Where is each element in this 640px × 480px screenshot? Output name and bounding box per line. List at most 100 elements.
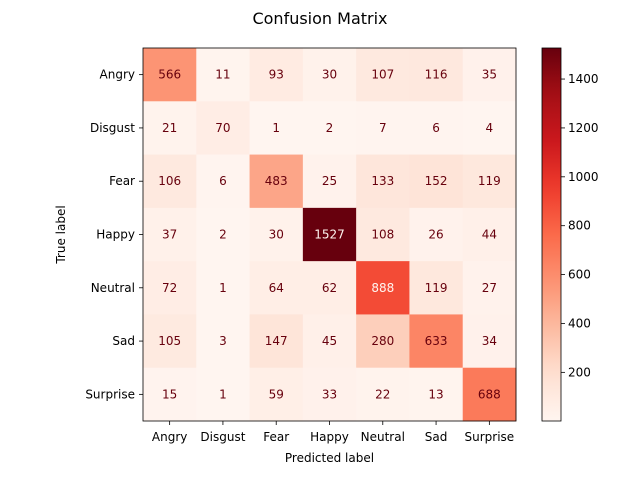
heatmap-cell [143,154,197,209]
heatmap-cell [249,154,304,209]
cell-value-label: 1 [219,281,227,295]
heatmap-cell [302,48,357,102]
y-axis-label: True label [54,205,68,264]
cell-value-label: 3 [219,334,227,348]
cell-value-label: 7 [379,121,387,135]
cell-value-label: 64 [269,281,284,295]
heatmap-cell [196,207,250,262]
colorbar-tick-label: 1000 [568,170,599,184]
colorbar-tick-label: 400 [568,316,591,330]
cell-value-label: 888 [371,281,394,295]
cell-value-label: 30 [269,228,284,242]
cell-value-label: 45 [322,334,337,348]
heatmap-cell [143,101,197,155]
cell-value-label: 27 [482,281,497,295]
heatmap-cell [302,314,357,369]
x-tick-label: Happy [310,430,349,444]
heatmap-cell [143,48,197,102]
heatmap-cell [302,154,357,209]
heatmap-cell [302,101,357,155]
cell-value-label: 147 [265,334,288,348]
cell-value-label: 119 [478,174,501,188]
colorbar-ticks: 200 400 600 800 1000 1200 1400 [561,72,599,379]
heatmap-cell [462,207,517,262]
cell-value-label: 1 [272,121,280,135]
heatmap-cell [302,207,357,262]
cell-value-label: 4 [486,121,494,135]
heatmap-cell [356,314,410,369]
heatmap-cell [409,48,464,102]
y-axis-ticks: Angry Disgust Fear Happy Neutral Sad Surprise [85,68,143,401]
heatmap-cell [302,261,357,315]
colorbar-tick-label: 1400 [568,72,599,86]
heatmap-cell [249,48,304,102]
y-tick-label: Fear [109,174,135,188]
cell-value-label: 2 [219,228,227,242]
cell-value-label: 93 [269,68,284,82]
cell-value-label: 35 [482,68,497,82]
cell-value-label: 688 [478,387,501,401]
heatmap-cell [356,207,410,262]
heatmap-cell [462,314,517,369]
colorbar-tick-label: 800 [568,219,591,233]
cell-value-label: 1 [219,387,227,401]
heatmap-cell [249,367,304,422]
heatmap-cell [409,154,464,209]
colorbar [541,47,562,422]
cell-value-label: 633 [425,334,448,348]
heatmap-cell [356,367,410,422]
heatmap-cell [302,367,357,422]
cell-value-label: 566 [158,68,181,82]
heatmap-cell [143,207,197,262]
y-tick-label: Surprise [85,387,135,401]
heatmap-cell [462,101,517,155]
cell-value-label: 13 [428,387,443,401]
heatmap-cell [143,261,197,315]
heatmap-cell [249,314,304,369]
colorbar-tick-label: 1200 [568,121,599,135]
y-tick-label: Neutral [91,281,135,295]
plot-frame [142,47,517,422]
heatmap-cell [356,261,410,315]
cell-value-label: 34 [482,334,497,348]
cell-value-label: 280 [371,334,394,348]
heatmap-cell [143,314,197,369]
cell-value-label: 6 [432,121,440,135]
y-tick-label: Happy [96,228,135,242]
cell-value-label: 6 [219,174,227,188]
cell-value-label: 15 [162,387,177,401]
heatmap-cell [409,207,464,262]
heatmap-cell [462,367,517,422]
cell-value-label: 72 [162,281,177,295]
heatmap-cell [356,101,410,155]
heatmap-cell [196,154,250,209]
cell-value-label: 116 [425,68,448,82]
cell-value-label: 22 [375,387,390,401]
x-tick-label: Neutral [361,430,405,444]
x-axis-ticks: Angry Disgust Fear Happy Neutral Sad Surprise [152,421,514,444]
heatmap-cell [462,48,517,102]
x-tick-label: Disgust [200,430,245,444]
x-tick-label: Sad [425,430,448,444]
colorbar-tick-label: 600 [568,268,591,282]
x-tick-label: Fear [263,430,289,444]
heatmap-cell [462,261,517,315]
cell-value-label: 21 [162,121,177,135]
cell-value-label: 37 [162,228,177,242]
cell-value-label: 59 [269,387,284,401]
cell-value-label: 30 [322,68,337,82]
y-tick-label: Disgust [90,121,135,135]
heatmap-cell [409,101,464,155]
heatmap-cell [196,48,250,102]
cell-value-label: 62 [322,281,337,295]
colorbar-tick-label: 200 [568,365,591,379]
cell-value-label: 2 [326,121,334,135]
cell-value-label: 11 [215,68,230,82]
heatmap-cell [409,261,464,315]
heatmap-cell [249,207,304,262]
heatmap-cell [196,367,250,422]
heatmap-cell [409,367,464,422]
heatmap-cell [356,154,410,209]
cell-value-label: 26 [428,228,443,242]
heatmap-cell [462,154,517,209]
